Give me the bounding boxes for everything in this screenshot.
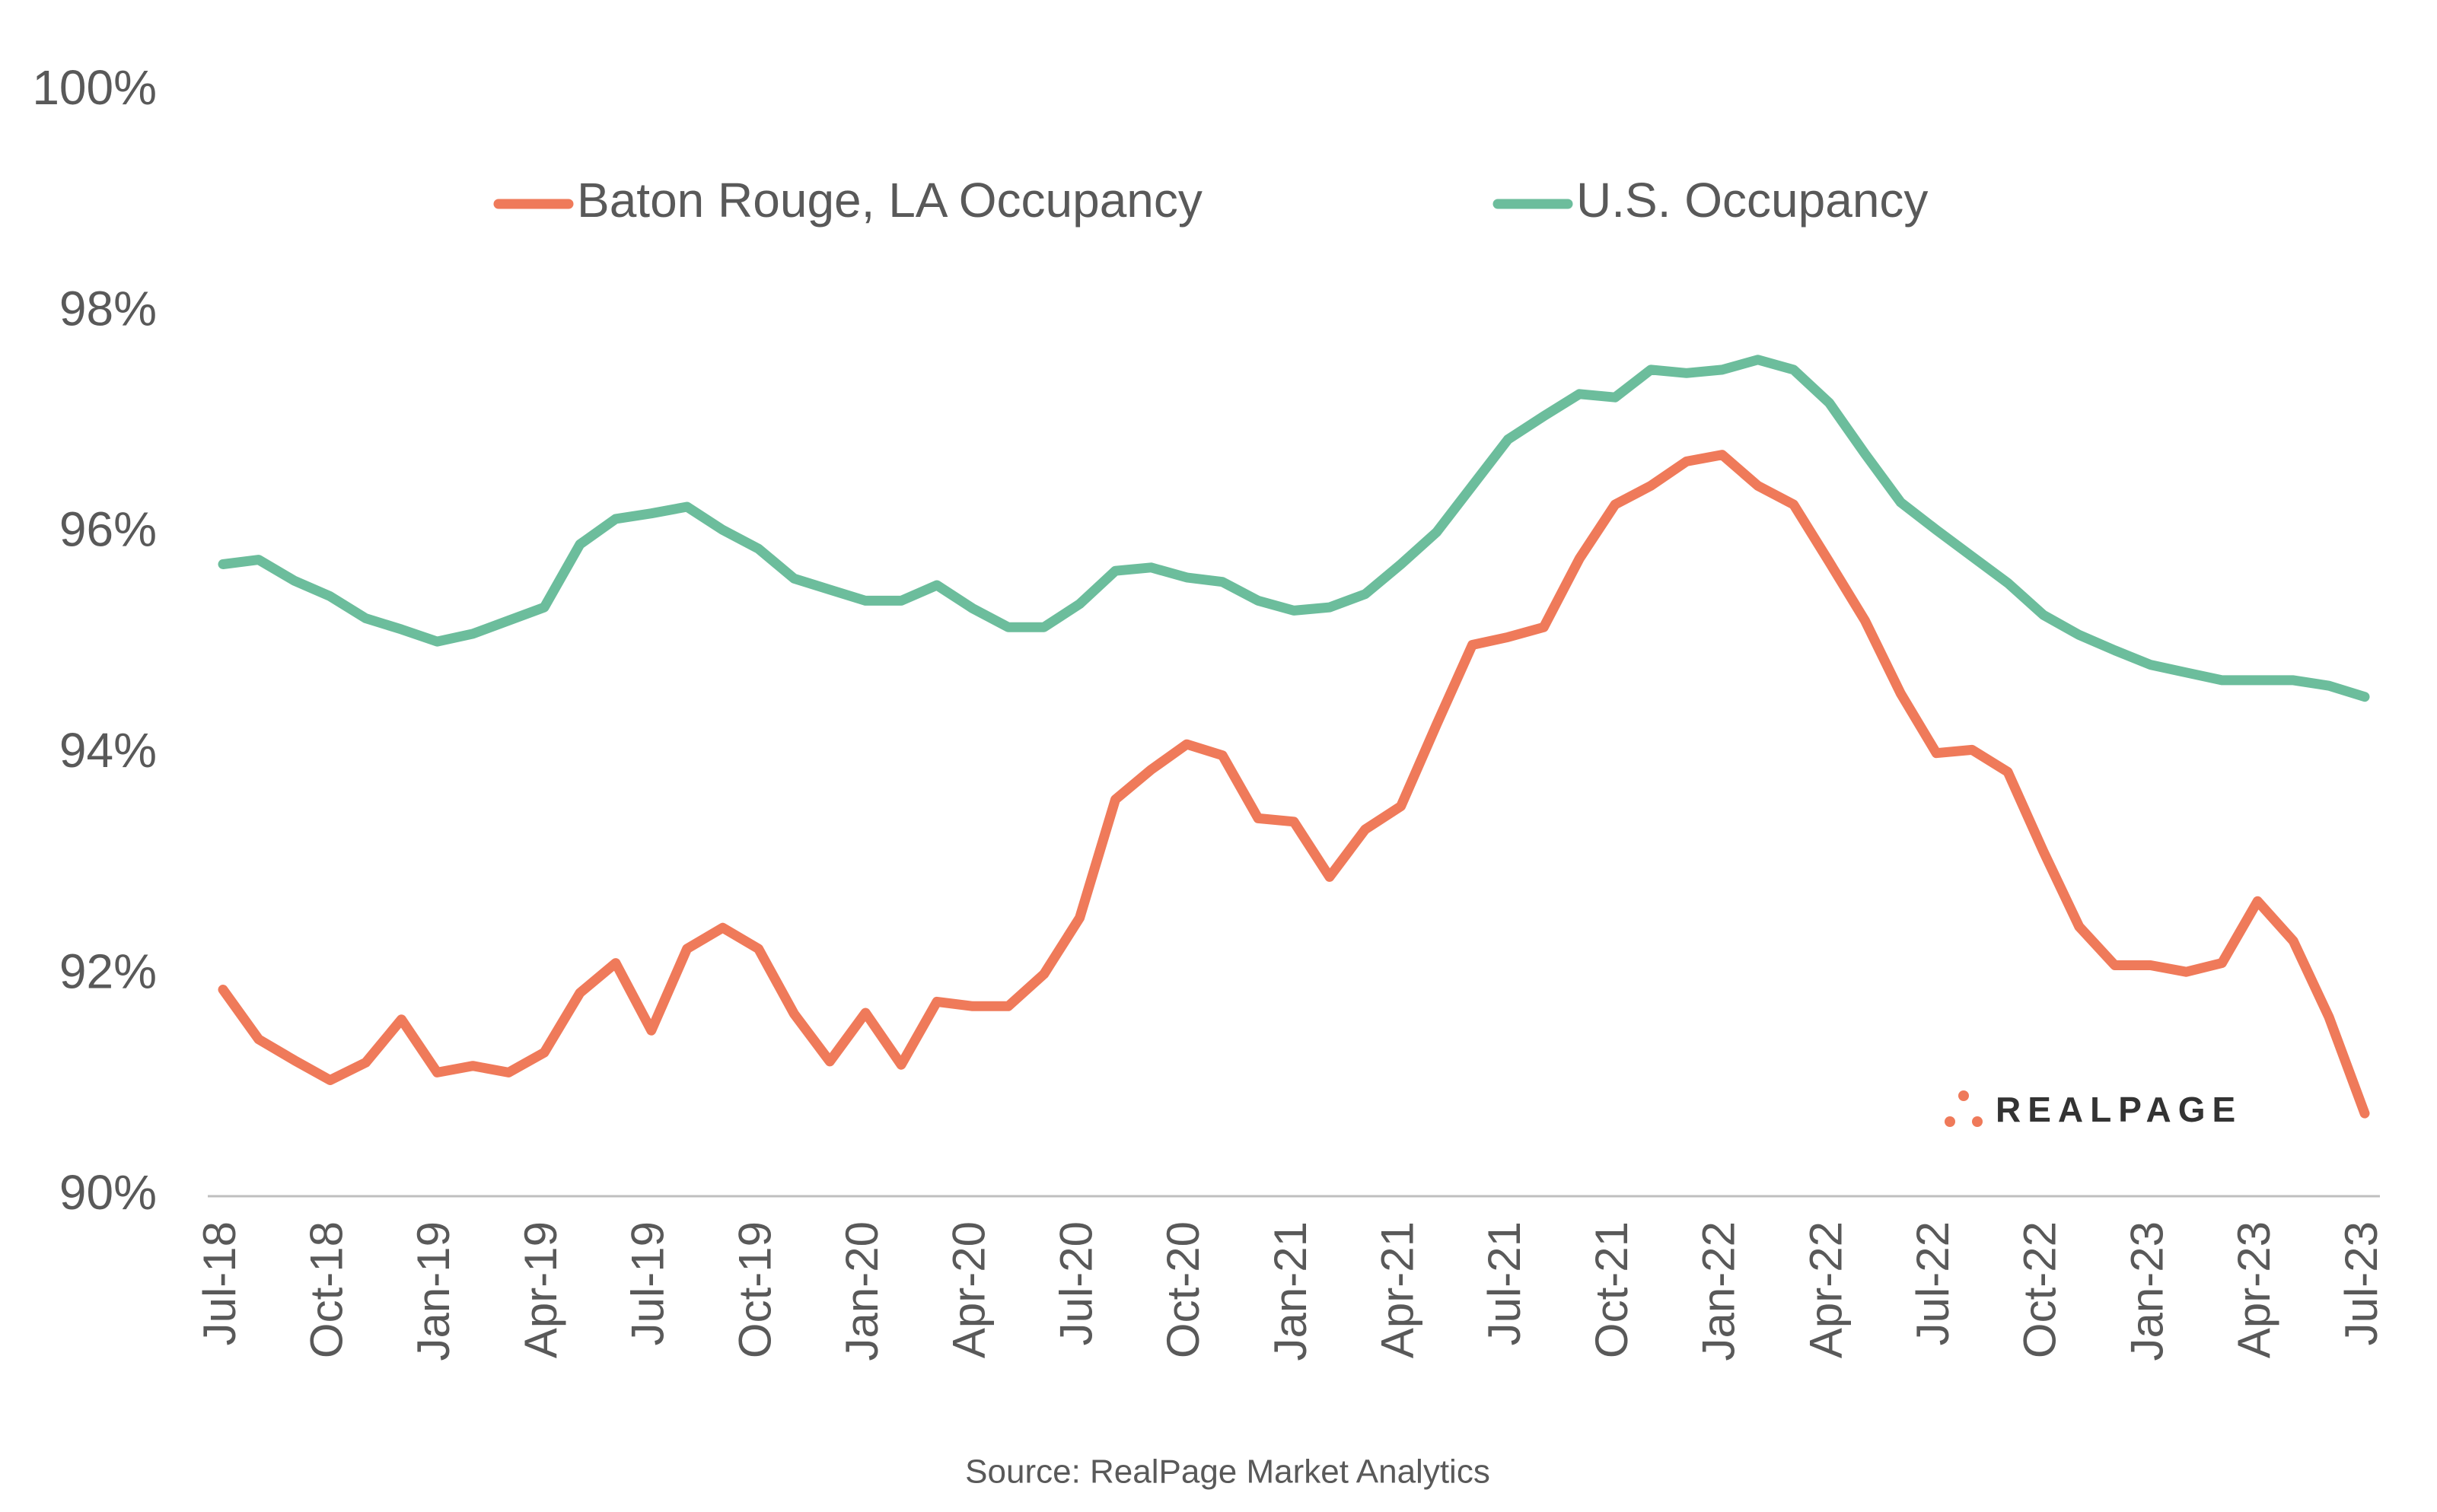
series-line <box>218 355 2370 702</box>
y-tick-label: 98% <box>59 281 157 336</box>
x-tick-label: Apr-20 <box>944 1221 995 1358</box>
logo-dot <box>1958 1090 1969 1101</box>
x-tick-label: Oct-20 <box>1158 1221 1209 1358</box>
x-tick-label: Jul-18 <box>194 1221 245 1345</box>
x-tick-label: Apr-23 <box>2228 1221 2279 1358</box>
legend-label: Baton Rouge, LA Occupancy <box>577 173 1203 228</box>
x-tick-label: Jul-23 <box>2336 1221 2387 1345</box>
x-tick-label: Jul-20 <box>1050 1221 1101 1345</box>
y-tick-label: 96% <box>59 502 157 557</box>
logo-dots <box>1945 1090 1983 1127</box>
source-note: Source: RealPage Market Analytics <box>965 1453 1490 1491</box>
x-tick-label: Jan-22 <box>1693 1221 1744 1361</box>
x-tick-label: Apr-19 <box>515 1221 566 1358</box>
x-tick-label: Apr-21 <box>1372 1221 1423 1358</box>
x-tick-label: Oct-22 <box>2015 1221 2066 1358</box>
y-tick-label: 94% <box>59 723 157 778</box>
x-tick-label: Apr-22 <box>1800 1221 1851 1358</box>
x-tick-label: Jul-22 <box>1907 1221 1958 1345</box>
x-tick-label: Oct-21 <box>1586 1221 1637 1358</box>
series-line <box>218 450 2370 1119</box>
legend-label: U.S. Occupancy <box>1576 173 1928 228</box>
y-tick-label: 90% <box>59 1165 157 1220</box>
x-tick-label: Jan-21 <box>1265 1221 1316 1361</box>
x-tick-label: Jul-19 <box>623 1221 674 1345</box>
y-tick-label: 100% <box>32 60 157 115</box>
x-tick-label: Jan-19 <box>408 1221 459 1361</box>
logo-dot <box>1972 1116 1983 1127</box>
x-tick-label: Jul-21 <box>1479 1221 1530 1345</box>
x-tick-label: Oct-19 <box>729 1221 780 1358</box>
logo-dot <box>1945 1116 1955 1127</box>
logo-text: REALPAGE <box>1996 1090 2242 1129</box>
x-tick-label: Jan-23 <box>2121 1221 2172 1361</box>
y-tick-label: 92% <box>59 944 157 999</box>
x-tick-label: Jan-20 <box>836 1221 887 1361</box>
x-tick-label: Oct-18 <box>301 1221 352 1358</box>
